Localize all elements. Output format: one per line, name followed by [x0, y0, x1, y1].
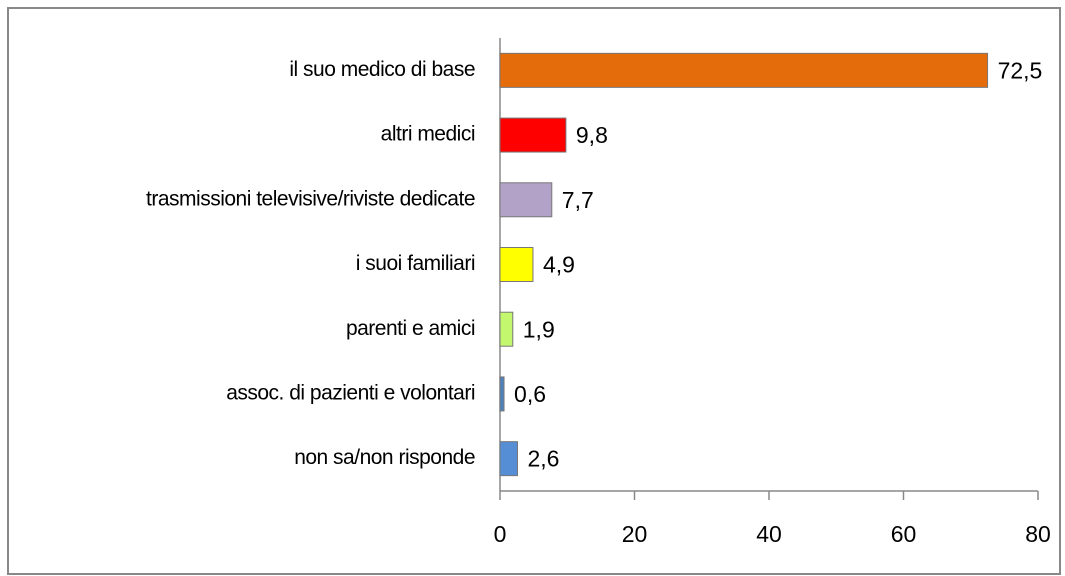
bar	[499, 247, 534, 282]
x-tick-label: 0	[494, 521, 507, 547]
value-label: 1,9	[523, 316, 555, 342]
y-tick-label: assoc. di pazienti e volontari	[226, 381, 475, 404]
value-label: 2,6	[527, 446, 559, 472]
y-tick-label: non sa/non risponde	[294, 446, 475, 469]
x-tick-label: 20	[622, 521, 648, 547]
y-tick-label: parenti e amici	[346, 317, 475, 340]
x-tick-label: 40	[756, 521, 782, 547]
bar	[499, 117, 567, 153]
y-tick-label: altri medici	[381, 123, 475, 146]
bar	[499, 182, 553, 218]
frame	[7, 7, 1061, 575]
bar	[499, 311, 514, 347]
value-label: 7,7	[562, 187, 594, 213]
bar	[499, 376, 505, 412]
value-label: 9,8	[576, 122, 608, 148]
value-label: 4,9	[543, 252, 575, 278]
x-tick-label: 80	[1025, 521, 1051, 547]
x-tick-label: 60	[891, 521, 917, 547]
value-label: 0,6	[514, 381, 546, 407]
y-tick-label: i suoi familiari	[356, 252, 475, 275]
y-tick-label: il suo medico di base	[289, 58, 475, 81]
value-label: 72,5	[998, 57, 1043, 83]
bar	[499, 52, 989, 88]
y-tick-label: trasmissioni televisive/riviste dedicate	[146, 187, 475, 210]
bar	[499, 441, 518, 477]
